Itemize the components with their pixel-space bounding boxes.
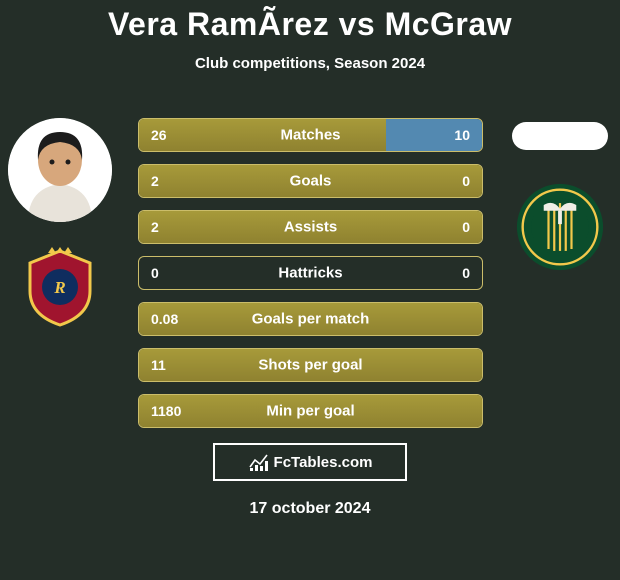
stat-value-right: 10 <box>454 127 470 143</box>
stat-value-left: 2 <box>151 219 159 235</box>
left-column: R <box>0 118 120 332</box>
footer-brand-text: FcTables.com <box>274 454 373 471</box>
stat-label: Matches <box>280 127 340 144</box>
stat-label: Goals <box>290 173 332 190</box>
stat-row: 0.08 Goals per match <box>138 302 483 336</box>
stat-fill-left <box>139 119 386 151</box>
player-left-photo <box>8 118 112 222</box>
footer-brand-badge: FcTables.com <box>213 443 407 481</box>
stat-value-left: 26 <box>151 127 167 143</box>
stat-row: 0 0 Hattricks <box>138 256 483 290</box>
stat-value-right: 0 <box>462 265 470 281</box>
page-title: Vera RamÃ­rez vs McGraw <box>0 0 620 43</box>
stat-label: Shots per goal <box>258 357 362 374</box>
stats-bars: 26 10 Matches 2 0 Goals 2 0 Assists 0 0 Hattricks 0.… <box>138 118 483 440</box>
stat-row: 2 0 Goals <box>138 164 483 198</box>
stat-label: Min per goal <box>266 403 354 420</box>
player-right-crest-svg <box>515 180 605 274</box>
stat-row: 1180 Min per goal <box>138 394 483 428</box>
stat-value-left: 0 <box>151 265 159 281</box>
player-left-crest: R <box>15 242 105 332</box>
stat-label: Hattricks <box>278 265 342 282</box>
right-column <box>500 118 620 272</box>
stat-value-right: 0 <box>462 173 470 189</box>
stat-value-left: 2 <box>151 173 159 189</box>
stat-value-right: 0 <box>462 219 470 235</box>
svg-text:R: R <box>53 278 65 297</box>
stat-row: 26 10 Matches <box>138 118 483 152</box>
footer-date: 17 october 2024 <box>250 500 371 518</box>
stat-value-left: 11 <box>151 357 166 373</box>
player-left-crest-svg: R <box>18 245 102 329</box>
player-right-crest <box>515 182 605 272</box>
stat-row: 11 Shots per goal <box>138 348 483 382</box>
stat-label: Goals per match <box>252 311 370 328</box>
stat-value-left: 1180 <box>151 403 181 419</box>
stat-value-left: 0.08 <box>151 311 178 327</box>
subtitle: Club competitions, Season 2024 <box>0 55 620 72</box>
player-right-photo <box>512 122 608 150</box>
footer-brand-icon <box>248 452 270 472</box>
stat-label: Assists <box>284 219 337 236</box>
player-left-face-svg <box>8 118 112 222</box>
stat-row: 2 0 Assists <box>138 210 483 244</box>
